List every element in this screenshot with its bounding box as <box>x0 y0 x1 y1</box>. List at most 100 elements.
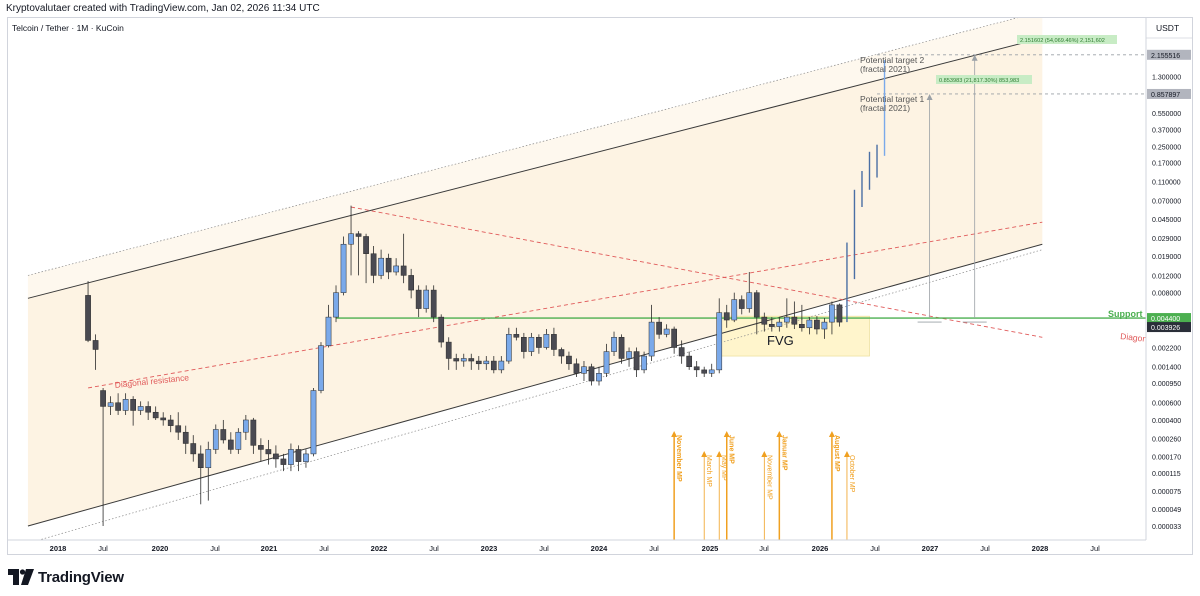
candle-bull[interactable] <box>498 360 505 371</box>
candle-bull[interactable] <box>137 406 144 411</box>
candle-bear[interactable] <box>190 443 197 455</box>
candle-bull[interactable] <box>708 369 715 374</box>
candle-bear[interactable] <box>415 289 422 309</box>
candle-bull[interactable] <box>505 334 512 362</box>
candle-bear[interactable] <box>92 340 99 350</box>
candle-bear[interactable] <box>701 369 708 374</box>
candle-bull[interactable] <box>325 316 332 346</box>
candle-bear[interactable] <box>152 411 159 419</box>
candle-bull[interactable] <box>460 358 467 362</box>
candle-bull[interactable] <box>543 334 550 348</box>
candle-bull[interactable] <box>242 419 249 433</box>
candle-bear[interactable] <box>588 366 595 382</box>
candle-bull[interactable] <box>303 453 309 462</box>
candle-bull[interactable] <box>596 373 602 382</box>
candle-bear[interactable] <box>693 366 700 371</box>
candle-bull[interactable] <box>393 265 399 273</box>
candle-bull[interactable] <box>821 321 828 330</box>
candle-bull[interactable] <box>340 243 347 293</box>
candle-bear[interactable] <box>167 419 174 426</box>
candle-bull[interactable] <box>581 366 587 374</box>
price-axis[interactable] <box>1146 18 1192 540</box>
candle-bear[interactable] <box>265 449 272 455</box>
candle-bear[interactable] <box>791 316 798 325</box>
candle-bear[interactable] <box>573 363 580 374</box>
candle-bull[interactable] <box>235 431 242 450</box>
candle-bull[interactable] <box>528 337 535 352</box>
candle-bear[interactable] <box>723 312 730 321</box>
candle-bull[interactable] <box>310 390 317 455</box>
candle-bear[interactable] <box>175 425 182 433</box>
candle-bull[interactable] <box>648 321 655 357</box>
candle-bear[interactable] <box>753 292 760 318</box>
candle-bear[interactable] <box>160 417 167 421</box>
candle-bear[interactable] <box>400 265 407 276</box>
candle-bear[interactable] <box>273 453 279 460</box>
candle-bear[interactable] <box>295 449 302 462</box>
candle-bull[interactable] <box>626 351 632 359</box>
candle-bear[interactable] <box>115 402 121 411</box>
candle-bear[interactable] <box>738 299 745 309</box>
candle-bear[interactable] <box>768 324 775 327</box>
candle-bear[interactable] <box>513 334 520 338</box>
candle-bear[interactable] <box>761 316 768 325</box>
candle-bear[interactable] <box>250 419 257 446</box>
candle-bull[interactable] <box>122 399 129 411</box>
candle-bear[interactable] <box>814 319 820 330</box>
candle-bull[interactable] <box>483 360 490 365</box>
candle-bear[interactable] <box>145 406 152 413</box>
candle-bull[interactable] <box>731 299 738 321</box>
candle-bull[interactable] <box>423 289 430 309</box>
candle-bear[interactable] <box>475 360 482 365</box>
candle-bear[interactable] <box>799 324 805 329</box>
candle-bear[interactable] <box>430 289 437 318</box>
candle-bear[interactable] <box>220 429 227 441</box>
candle-bull[interactable] <box>333 292 339 318</box>
candle-bear[interactable] <box>521 337 527 352</box>
candle-bear[interactable] <box>453 358 460 362</box>
candle-bear[interactable] <box>182 431 189 444</box>
candle-bull[interactable] <box>378 257 384 276</box>
candle-bull[interactable] <box>611 337 617 352</box>
candle-bear[interactable] <box>355 233 362 237</box>
candle-bull[interactable] <box>776 321 783 327</box>
candle-bull[interactable] <box>205 449 212 468</box>
candle-bull[interactable] <box>348 233 354 245</box>
candle-bull[interactable] <box>746 292 753 309</box>
candle-bear[interactable] <box>536 337 542 348</box>
candle-bear[interactable] <box>633 351 640 371</box>
candle-bear[interactable] <box>130 399 136 411</box>
candle-bear[interactable] <box>438 316 445 343</box>
candle-bear[interactable] <box>490 360 497 371</box>
candle-bear[interactable] <box>100 390 106 407</box>
candle-bear[interactable] <box>363 236 369 254</box>
candle-bear[interactable] <box>227 439 234 450</box>
candle-bear[interactable] <box>85 295 91 341</box>
candle-bull[interactable] <box>212 429 219 450</box>
candle-bull[interactable] <box>318 345 324 391</box>
candle-bull[interactable] <box>829 304 835 323</box>
candle-bear[interactable] <box>370 253 377 276</box>
candle-bear[interactable] <box>408 275 415 291</box>
candle-bear[interactable] <box>656 321 662 335</box>
candle-bull[interactable] <box>641 355 647 371</box>
candle-bear[interactable] <box>836 304 843 323</box>
candle-bull[interactable] <box>783 316 790 323</box>
candle-bull[interactable] <box>107 402 114 407</box>
candle-bear[interactable] <box>197 453 204 468</box>
candle-bear[interactable] <box>551 334 557 350</box>
candle-bear[interactable] <box>678 347 685 357</box>
candle-bear[interactable] <box>618 337 625 359</box>
candle-bear[interactable] <box>671 328 677 348</box>
tradingview-logo[interactable]: TradingView <box>8 566 124 588</box>
candle-bull[interactable] <box>288 449 294 465</box>
candle-bear[interactable] <box>258 445 264 450</box>
candle-bear[interactable] <box>280 458 287 465</box>
candle-bull[interactable] <box>806 319 813 329</box>
candle-bull[interactable] <box>603 351 610 374</box>
candle-bear[interactable] <box>445 341 452 359</box>
candle-bear[interactable] <box>468 358 475 362</box>
candle-bear[interactable] <box>566 355 572 365</box>
candle-bear[interactable] <box>558 349 565 357</box>
